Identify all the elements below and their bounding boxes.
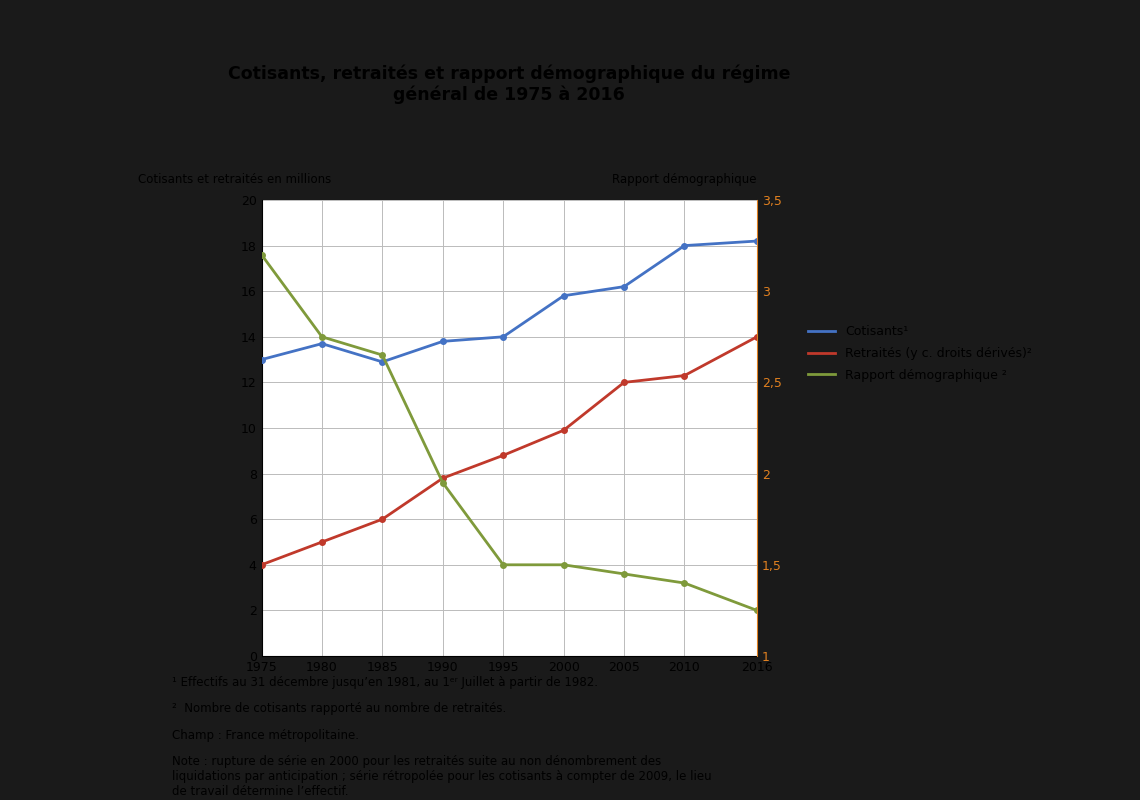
Text: Champ : France métropolitaine.: Champ : France métropolitaine.: [172, 729, 359, 742]
Text: Cotisants et retraités en millions: Cotisants et retraités en millions: [138, 174, 331, 186]
Text: Note : rupture de série en 2000 pour les retraités suite au non dénombrement des: Note : rupture de série en 2000 pour les…: [172, 755, 712, 798]
Text: Cotisants, retraités et rapport démographique du régime
général de 1975 à 2016: Cotisants, retraités et rapport démograp…: [228, 64, 790, 104]
Text: ²  Nombre de cotisants rapporté au nombre de retraités.: ² Nombre de cotisants rapporté au nombre…: [172, 702, 506, 715]
Text: Rapport démographique: Rapport démographique: [612, 174, 757, 186]
Text: ¹ Effectifs au 31 décembre jusqu’en 1981, au 1ᵉʳ Juillet à partir de 1982.: ¹ Effectifs au 31 décembre jusqu’en 1981…: [172, 676, 598, 689]
Legend: Cotisants¹, Retraités (y c. droits dérivés)², Rapport démographique ²: Cotisants¹, Retraités (y c. droits dériv…: [803, 320, 1037, 386]
